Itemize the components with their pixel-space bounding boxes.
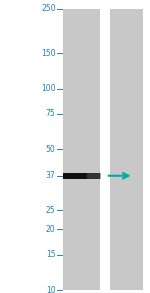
Text: 15: 15 bbox=[46, 250, 56, 259]
FancyBboxPatch shape bbox=[63, 173, 100, 179]
Text: 75: 75 bbox=[46, 110, 56, 118]
Text: 10: 10 bbox=[46, 286, 56, 293]
Text: 2: 2 bbox=[123, 0, 129, 1]
Text: 1: 1 bbox=[79, 0, 85, 1]
Text: 25: 25 bbox=[46, 205, 56, 214]
FancyBboxPatch shape bbox=[110, 9, 142, 290]
Text: 250: 250 bbox=[41, 4, 56, 13]
FancyBboxPatch shape bbox=[87, 173, 101, 179]
Text: 50: 50 bbox=[46, 145, 56, 154]
Text: 20: 20 bbox=[46, 225, 56, 234]
Text: 37: 37 bbox=[46, 171, 56, 180]
Text: 100: 100 bbox=[41, 84, 56, 93]
Text: 150: 150 bbox=[41, 49, 56, 58]
FancyBboxPatch shape bbox=[63, 9, 100, 290]
